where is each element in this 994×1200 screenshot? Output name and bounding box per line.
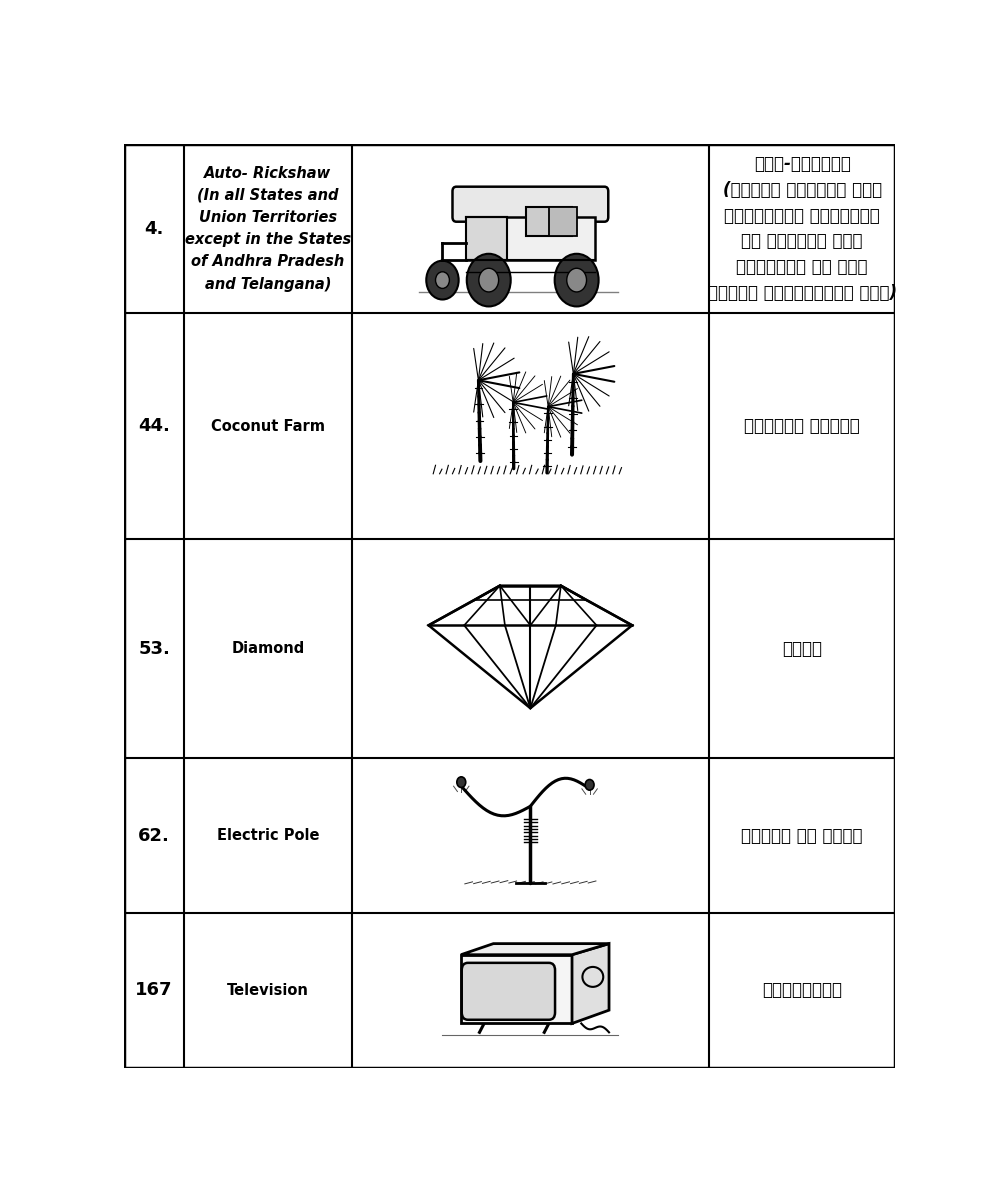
Text: Television: Television [227, 983, 308, 998]
Text: बिजली का खंभा: बिजली का खंभा [741, 827, 862, 845]
Text: हीरा: हीरा [781, 640, 821, 658]
Bar [525, 208, 572, 235]
Text: Coconut Farm: Coconut Farm [211, 419, 324, 433]
Circle shape [425, 260, 458, 300]
Circle shape [554, 253, 598, 306]
Circle shape [567, 269, 585, 292]
Polygon shape [572, 943, 608, 1024]
Circle shape [478, 269, 498, 292]
Bar [465, 217, 594, 260]
Polygon shape [460, 955, 572, 1024]
Polygon shape [460, 943, 608, 955]
Text: राज्यों और संघ: राज्यों और संघ [736, 258, 867, 276]
Text: Electric Pole: Electric Pole [217, 828, 319, 844]
Text: Diamond: Diamond [231, 642, 304, 656]
Text: (आंध्र प्रदेश एवं: (आंध्र प्रदेश एवं [722, 181, 881, 199]
Text: नारियल फार्म: नारियल फार्म [744, 418, 859, 436]
Text: को छोड़कर सभी: को छोड़कर सभी [741, 233, 862, 251]
Text: टेलीविजन: टेलीविजन [761, 982, 841, 1000]
Circle shape [466, 253, 510, 306]
FancyBboxPatch shape [461, 962, 555, 1020]
Text: तेलंगाना राज्यों: तेलंगाना राज्यों [724, 206, 879, 224]
Text: 53.: 53. [138, 640, 170, 658]
Text: ऑटो-रिक्शा: ऑटो-रिक्शा [753, 155, 850, 173]
Text: 62.: 62. [138, 827, 170, 845]
Circle shape [435, 271, 449, 288]
Circle shape [584, 780, 593, 790]
Bar [549, 208, 577, 235]
Text: 4.: 4. [144, 220, 164, 238]
FancyBboxPatch shape [452, 187, 607, 222]
Text: 167: 167 [135, 982, 173, 1000]
Text: राज्य क्षेत्रों में): राज्य क्षेत्रों में) [707, 284, 896, 302]
Polygon shape [465, 217, 507, 260]
Text: Auto- Rickshaw
(In all States and
Union Territories
except in the States
of Andh: Auto- Rickshaw (In all States and Union … [185, 166, 351, 292]
Circle shape [456, 776, 465, 787]
Text: 44.: 44. [138, 418, 170, 436]
